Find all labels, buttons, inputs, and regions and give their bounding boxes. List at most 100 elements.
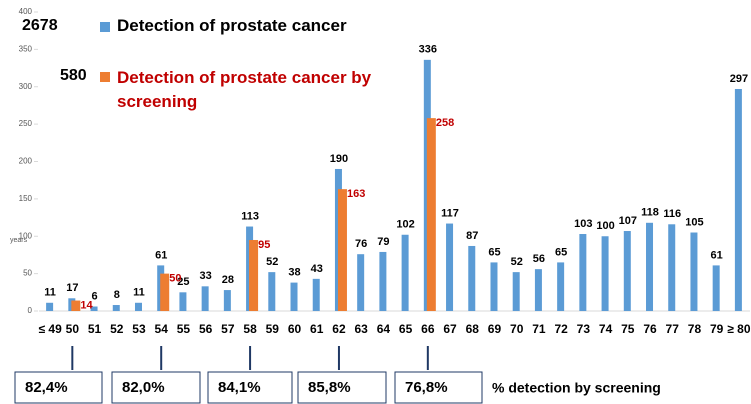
value-label: 56 bbox=[533, 253, 545, 265]
rate-box bbox=[394, 371, 483, 404]
bar bbox=[312, 278, 320, 311]
value-label: 52 bbox=[266, 256, 278, 268]
legend-label: Detection of prostate cancer bbox=[117, 16, 347, 35]
value-label: 107 bbox=[619, 215, 637, 227]
bar bbox=[668, 224, 676, 311]
bar bbox=[490, 262, 498, 311]
rate-box bbox=[297, 371, 387, 404]
value-label: 11 bbox=[44, 287, 56, 299]
value-label: 105 bbox=[685, 216, 703, 228]
bar bbox=[601, 236, 609, 311]
bar bbox=[579, 234, 587, 311]
bar bbox=[557, 262, 565, 311]
bar bbox=[512, 272, 520, 311]
y-tick-label: 400 bbox=[19, 7, 33, 16]
x-tick-label: 54 bbox=[155, 322, 169, 336]
x-tick-label: 61 bbox=[310, 322, 324, 336]
x-tick-label: 76 bbox=[643, 322, 657, 336]
value-label: 6 bbox=[91, 290, 97, 302]
rate-box bbox=[207, 371, 293, 404]
value-label: 38 bbox=[288, 267, 300, 279]
x-tick-label: ≤ 49 bbox=[38, 322, 62, 336]
value-label: 52 bbox=[511, 256, 523, 268]
value-label: 116 bbox=[663, 208, 681, 220]
bar bbox=[337, 189, 347, 311]
x-tick-label: 67 bbox=[443, 322, 457, 336]
value-label: 163 bbox=[347, 188, 365, 200]
legend-count: 2678 bbox=[22, 17, 58, 34]
rate-box bbox=[14, 371, 103, 404]
x-tick-label: 57 bbox=[221, 322, 235, 336]
y-tick-label: 250 bbox=[19, 119, 33, 128]
x-tick-label: 55 bbox=[177, 322, 191, 336]
value-label: 14 bbox=[80, 299, 93, 311]
value-label: 65 bbox=[555, 246, 567, 258]
value-label: 87 bbox=[466, 230, 478, 242]
bar bbox=[534, 269, 542, 311]
x-tick-label: 59 bbox=[266, 322, 280, 336]
value-label: 33 bbox=[200, 270, 212, 282]
value-label: 258 bbox=[436, 117, 454, 129]
x-tick-label: 71 bbox=[532, 322, 546, 336]
value-label: 297 bbox=[730, 73, 748, 85]
value-label: 61 bbox=[155, 249, 167, 261]
x-tick-label: 50 bbox=[66, 322, 80, 336]
bar bbox=[160, 273, 170, 311]
rate-box bbox=[111, 371, 201, 404]
bar bbox=[71, 300, 81, 311]
x-tick-label: 51 bbox=[88, 322, 102, 336]
legend-swatch bbox=[100, 72, 110, 82]
bar bbox=[401, 234, 409, 311]
x-tick-label: 60 bbox=[288, 322, 302, 336]
rate-label: 76,8% bbox=[405, 379, 448, 396]
bar bbox=[712, 265, 720, 311]
value-label: 43 bbox=[311, 263, 323, 275]
bar bbox=[249, 239, 259, 311]
value-label: 103 bbox=[574, 218, 592, 230]
bar bbox=[623, 231, 631, 311]
x-tick-label: ≥ 80 bbox=[727, 322, 751, 336]
bar bbox=[201, 286, 209, 311]
x-tick-label: 56 bbox=[199, 322, 213, 336]
y-tick-label: 0 bbox=[28, 306, 33, 315]
rate-label: 82,4% bbox=[25, 379, 68, 396]
x-tick-label: 77 bbox=[666, 322, 680, 336]
bar bbox=[90, 306, 98, 311]
rate-label: 85,8% bbox=[308, 379, 351, 396]
x-tick-label: 75 bbox=[621, 322, 635, 336]
value-label: 190 bbox=[330, 153, 348, 165]
rate-label: 82,0% bbox=[122, 379, 165, 396]
value-label: 102 bbox=[396, 219, 414, 231]
x-tick-label: 65 bbox=[399, 322, 413, 336]
x-tick-label: 58 bbox=[243, 322, 257, 336]
bar bbox=[179, 292, 187, 311]
x-tick-label: 70 bbox=[510, 322, 524, 336]
bar bbox=[379, 251, 387, 311]
value-label: 50 bbox=[169, 273, 181, 285]
bar bbox=[290, 282, 298, 311]
value-label: 28 bbox=[222, 274, 234, 286]
rate-label: 84,1% bbox=[218, 379, 261, 396]
value-label: 100 bbox=[596, 220, 614, 232]
x-tick-label: 53 bbox=[132, 322, 146, 336]
rates-caption: % detection by screening bbox=[492, 380, 661, 396]
bar bbox=[690, 232, 698, 311]
bar bbox=[134, 302, 142, 311]
value-label: 25 bbox=[177, 276, 189, 288]
y-tick-label: 150 bbox=[19, 194, 33, 203]
legend-count: 580 bbox=[60, 67, 87, 84]
value-label: 117 bbox=[441, 207, 459, 219]
x-tick-label: 74 bbox=[599, 322, 613, 336]
value-label: 61 bbox=[711, 249, 723, 261]
x-tick-label: 68 bbox=[466, 322, 480, 336]
legend-label: Detection of prostate cancer by screenin… bbox=[117, 68, 372, 111]
y-tick-label: 50 bbox=[23, 269, 32, 278]
x-tick-label: 72 bbox=[554, 322, 568, 336]
x-tick-label: 52 bbox=[110, 322, 124, 336]
bar bbox=[446, 223, 454, 311]
value-label: 65 bbox=[488, 246, 500, 258]
y-axis-label: years bbox=[10, 237, 28, 244]
value-label: 8 bbox=[114, 289, 120, 301]
